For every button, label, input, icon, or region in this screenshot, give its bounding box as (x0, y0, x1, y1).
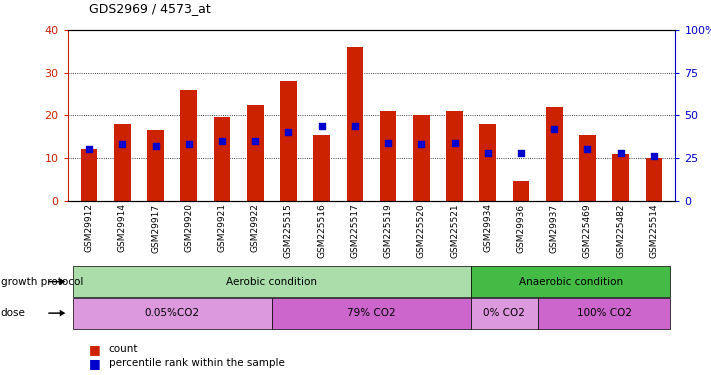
Text: ■: ■ (89, 357, 101, 370)
Bar (546, 107, 562, 201)
Bar (579, 135, 596, 201)
Bar (646, 158, 662, 201)
Text: Anaerobic condition: Anaerobic condition (519, 277, 623, 286)
Text: 0% CO2: 0% CO2 (483, 308, 525, 318)
Bar (314, 135, 330, 201)
Text: 0.05%CO2: 0.05%CO2 (144, 308, 200, 318)
Point (150, 143, 161, 149)
Point (648, 153, 660, 159)
Point (548, 126, 560, 132)
Point (316, 123, 327, 129)
Point (615, 150, 626, 156)
Point (416, 141, 427, 147)
Text: ■: ■ (89, 343, 101, 355)
Bar (413, 116, 429, 201)
Text: growth protocol: growth protocol (1, 277, 83, 286)
Point (582, 146, 593, 152)
Text: 100% CO2: 100% CO2 (577, 308, 631, 318)
Bar (479, 124, 496, 201)
Point (83, 146, 95, 152)
Point (283, 129, 294, 135)
Point (449, 140, 460, 146)
Point (183, 141, 195, 147)
Bar (380, 111, 397, 201)
Point (117, 141, 128, 147)
Text: GDS2969 / 4573_at: GDS2969 / 4573_at (89, 2, 210, 15)
Text: count: count (109, 344, 138, 354)
Bar (147, 130, 164, 201)
Bar (280, 81, 296, 201)
Text: 79% CO2: 79% CO2 (347, 308, 396, 318)
Bar (81, 149, 97, 201)
Bar (181, 90, 197, 201)
Text: dose: dose (1, 308, 26, 318)
Bar (247, 105, 264, 201)
Bar (346, 47, 363, 201)
Point (482, 150, 493, 156)
Text: percentile rank within the sample: percentile rank within the sample (109, 358, 284, 368)
Point (515, 150, 527, 156)
Point (216, 138, 228, 144)
Bar (513, 182, 529, 201)
Point (349, 123, 360, 129)
Text: Aerobic condition: Aerobic condition (226, 277, 317, 286)
Bar (114, 124, 131, 201)
Bar (214, 117, 230, 201)
Point (250, 138, 261, 144)
Point (383, 140, 394, 146)
Bar (447, 111, 463, 201)
Bar (612, 154, 629, 201)
